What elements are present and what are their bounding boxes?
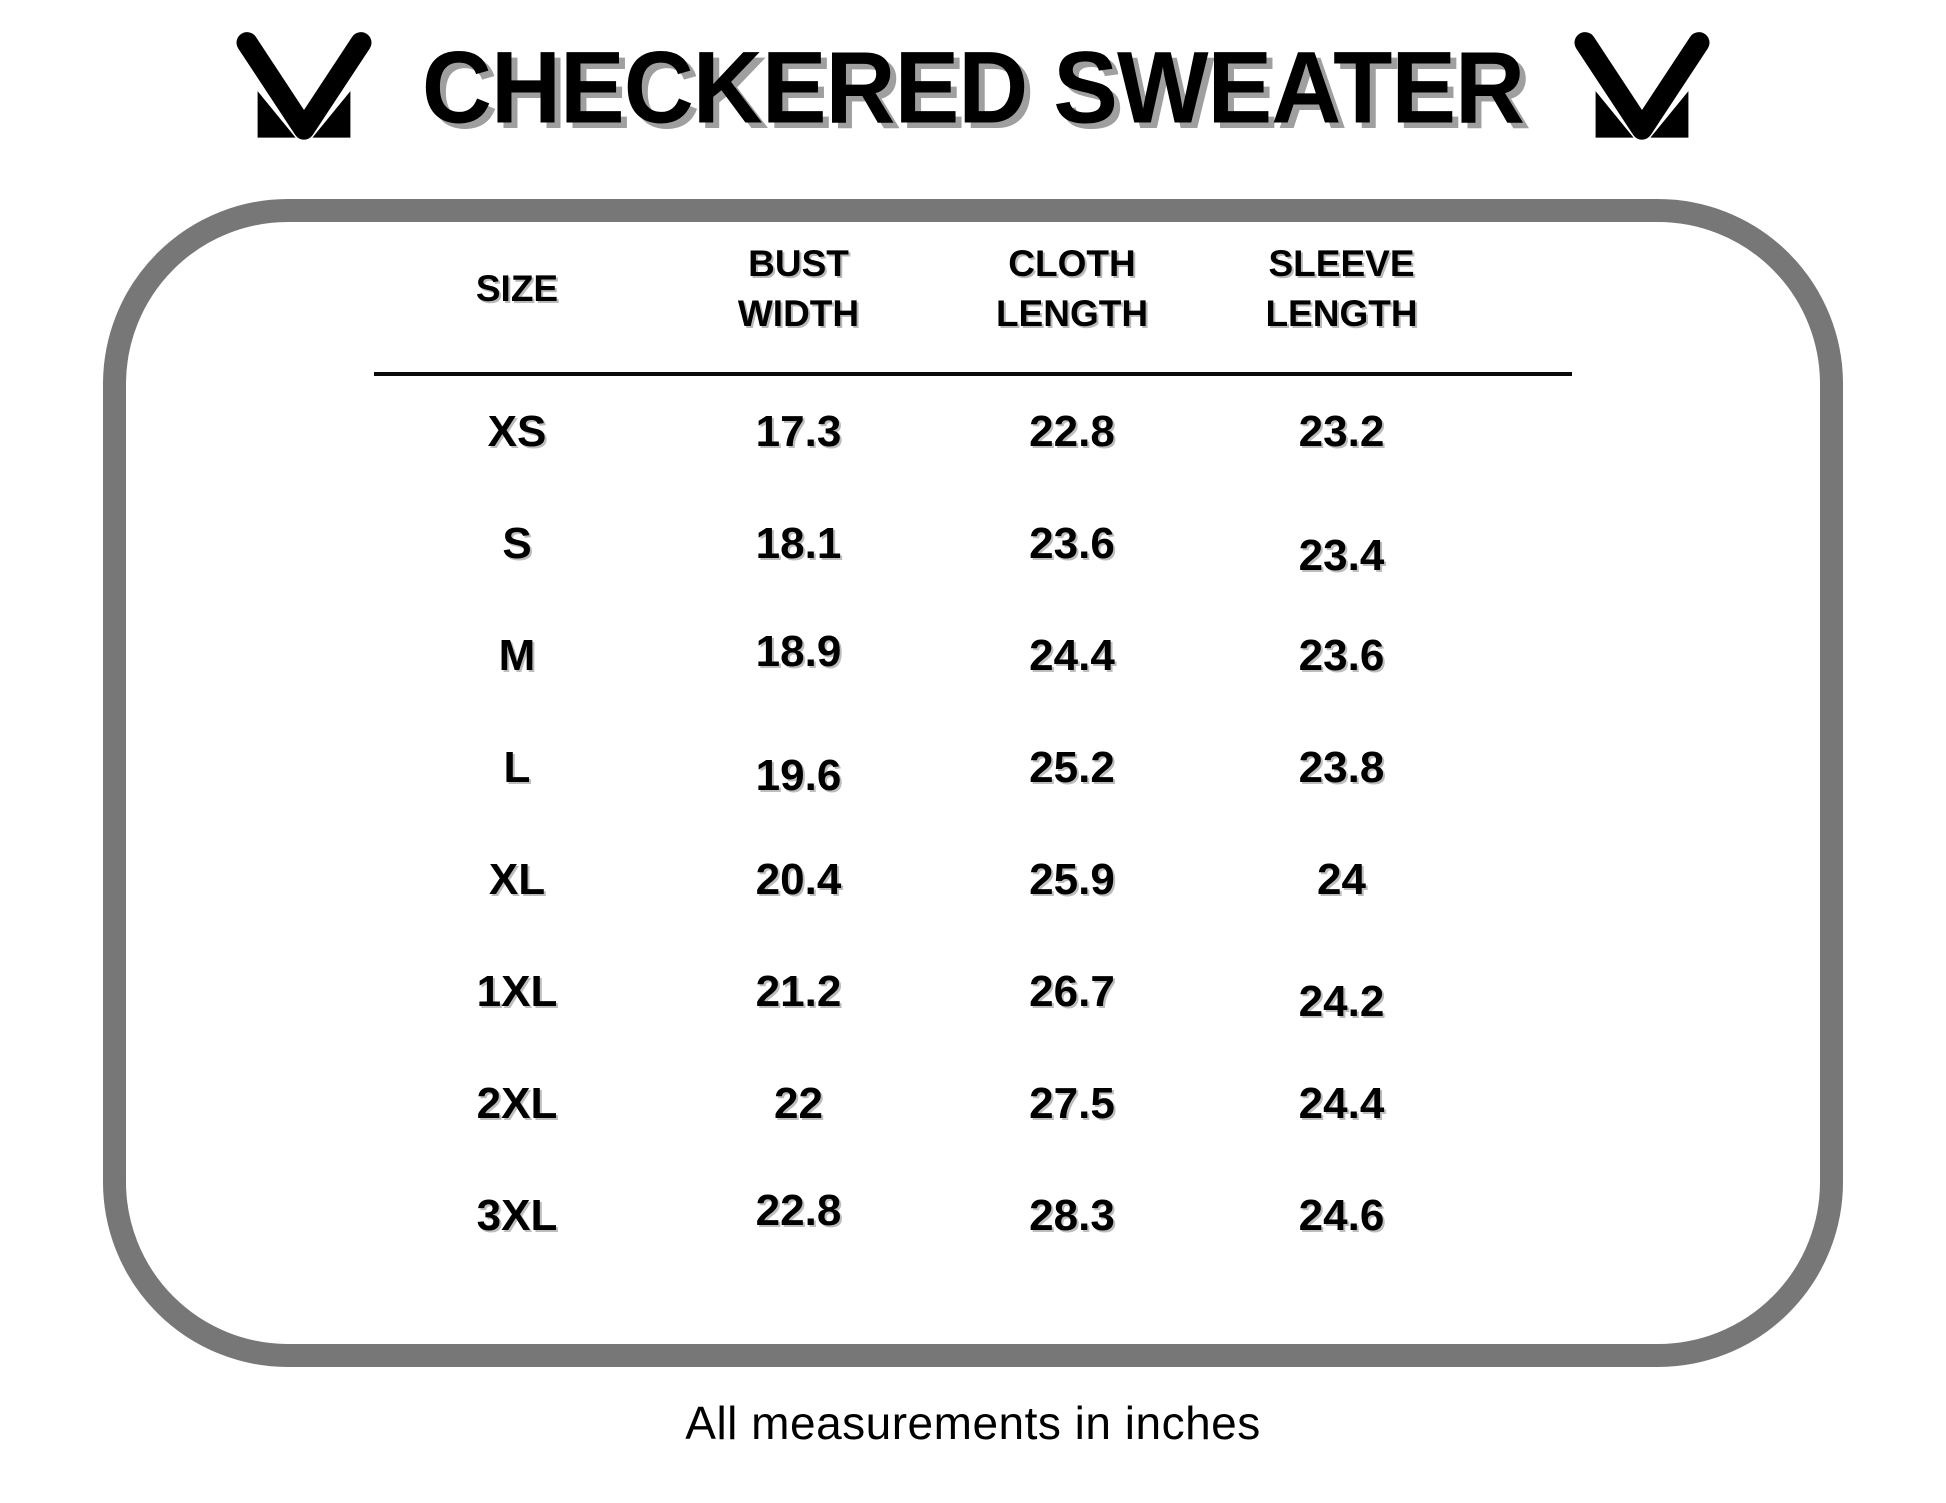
table-row-3xl: 3XL 22.8 28.3 24.6 xyxy=(374,1160,1572,1272)
size-cell: L xyxy=(503,743,531,792)
measurement-cell: 17.3 xyxy=(755,407,842,456)
measurement-cell: 19.6 xyxy=(755,751,842,800)
table-row-1xl: 1XL 21.2 26.7 24.2 xyxy=(374,936,1572,1048)
measurement-cell: 23.8 xyxy=(1298,743,1385,792)
header: CHECKERED SWEATER xyxy=(0,30,1946,146)
brand-monogram-icon-right xyxy=(1566,30,1718,146)
table-body: XS 17.3 22.8 23.2 S 18.1 23.6 23.4 M 18.9 24.4 23.6… xyxy=(374,376,1572,1272)
measurement-cell: 18.9 xyxy=(755,627,842,676)
size-cell: S xyxy=(502,519,532,568)
measurement-cell: 22.8 xyxy=(1029,407,1115,456)
column-header-size: SIZE xyxy=(475,267,559,309)
measurement-cell: 22.8 xyxy=(755,1186,842,1235)
measurement-cell: 27.5 xyxy=(1029,1079,1115,1128)
measurement-cell: 23.4 xyxy=(1298,531,1385,580)
size-cell: 2XL xyxy=(476,1079,558,1128)
size-chart-panel xyxy=(103,199,1843,1367)
size-cell: XL xyxy=(488,855,546,904)
measurement-cell: 25.9 xyxy=(1029,855,1115,904)
column-header-bust-width: BUST WIDTH xyxy=(737,242,860,334)
table-header-row: SIZE BUST WIDTH CLOTH LENGTH SLEEVE LENGTH xyxy=(374,205,1572,376)
table-row-l: L 19.6 25.2 23.8 xyxy=(374,712,1572,824)
measurement-cell: 23.2 xyxy=(1298,407,1385,456)
table-row-2xl: 2XL 22 27.5 24.4 xyxy=(374,1048,1572,1160)
size-cell: 1XL xyxy=(476,967,558,1016)
measurements-note: All measurements in inches xyxy=(685,1397,1261,1449)
measurement-cell: 24.4 xyxy=(1029,631,1115,680)
page-title: CHECKERED SWEATER xyxy=(421,30,1525,145)
column-header-sleeve-length: SLEEVE LENGTH xyxy=(1265,242,1418,334)
measurement-cell: 22 xyxy=(774,1079,823,1128)
table-row-s: S 18.1 23.6 23.4 xyxy=(374,488,1572,600)
measurement-cell: 24 xyxy=(1317,855,1366,904)
table-row-m: M 18.9 24.4 23.6 xyxy=(374,600,1572,712)
measurement-cell: 23.6 xyxy=(1029,519,1115,568)
measurement-cell: 24.2 xyxy=(1298,977,1385,1026)
size-chart-table: SIZE BUST WIDTH CLOTH LENGTH SLEEVE LENGTH XS 1… xyxy=(374,205,1572,1272)
measurement-cell: 18.1 xyxy=(755,519,842,568)
measurement-cell: 28.3 xyxy=(1029,1191,1115,1240)
measurement-cell: 24.6 xyxy=(1298,1191,1385,1240)
size-cell: M xyxy=(498,631,536,680)
measurement-cell: 20.4 xyxy=(755,855,842,904)
size-cell: XS xyxy=(487,407,547,456)
size-cell: 3XL xyxy=(476,1191,558,1240)
measurement-cell: 26.7 xyxy=(1029,967,1115,1016)
measurement-cell: 21.2 xyxy=(755,967,842,1016)
measurement-cell: 23.6 xyxy=(1298,631,1385,680)
column-header-cloth-length: CLOTH LENGTH xyxy=(995,242,1149,334)
table-row-xs: XS 17.3 22.8 23.2 xyxy=(374,376,1572,488)
table-row-xl: XL 20.4 25.9 24 xyxy=(374,824,1572,936)
measurement-cell: 25.2 xyxy=(1029,743,1115,792)
measurement-cell: 24.4 xyxy=(1298,1079,1385,1128)
brand-monogram-icon-left xyxy=(228,30,380,146)
